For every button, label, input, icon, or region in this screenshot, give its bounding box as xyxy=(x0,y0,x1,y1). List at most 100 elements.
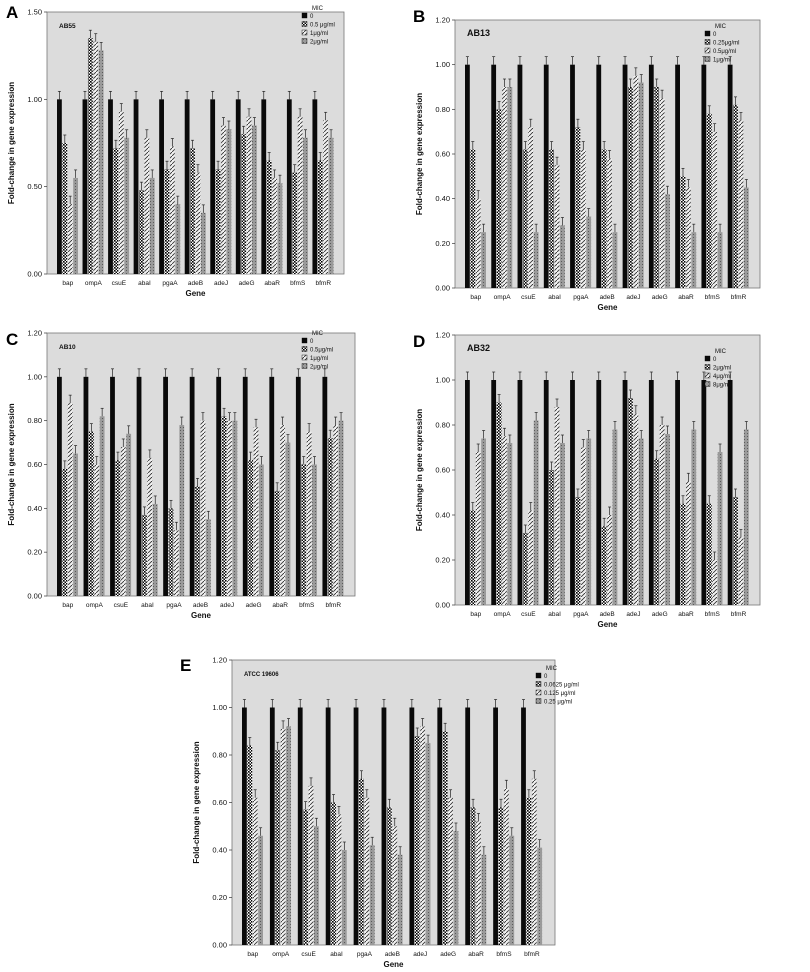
bar xyxy=(685,187,691,288)
bar xyxy=(680,503,686,605)
x-tick-label: abaI xyxy=(141,602,154,609)
legend-swatch xyxy=(301,38,308,44)
bar xyxy=(280,425,285,596)
bar xyxy=(168,508,174,596)
bar xyxy=(612,429,618,605)
bar xyxy=(248,460,254,596)
bar xyxy=(190,148,195,274)
y-axis-label: Fold-change in gene expression xyxy=(192,741,201,863)
bar xyxy=(481,854,487,945)
y-tick-label: 0.80 xyxy=(212,751,227,760)
x-tick-label: adeJ xyxy=(413,951,427,958)
strain-label: AB13 xyxy=(467,28,490,38)
bar xyxy=(164,169,170,274)
bar xyxy=(333,425,339,596)
bar xyxy=(628,87,633,288)
bar xyxy=(607,515,612,605)
bar xyxy=(475,452,481,605)
y-tick-label: 1.20 xyxy=(212,656,227,665)
y-tick-label: 0.40 xyxy=(27,504,42,513)
bar xyxy=(517,380,523,605)
bar xyxy=(82,99,88,274)
bar xyxy=(67,204,73,274)
bar xyxy=(448,797,453,945)
y-axis-label: Fold-change in gene expression xyxy=(7,403,16,525)
panel-letter: C xyxy=(6,330,18,349)
bar xyxy=(701,64,707,289)
strain-label: AB32 xyxy=(467,343,490,353)
x-tick-label: abaR xyxy=(678,294,694,301)
x-axis-label: Gene xyxy=(597,620,618,629)
bar xyxy=(83,376,89,596)
bar xyxy=(509,835,515,945)
x-tick-label: bfmS xyxy=(496,951,512,958)
bar xyxy=(297,116,303,274)
bar xyxy=(743,429,749,605)
bar xyxy=(253,427,259,596)
bar xyxy=(549,470,555,605)
bar xyxy=(638,438,644,605)
bar xyxy=(701,380,707,605)
y-tick-label: 1.00 xyxy=(27,372,42,381)
bar xyxy=(425,743,431,945)
bar xyxy=(727,64,733,289)
bar xyxy=(327,438,333,596)
bar xyxy=(554,165,560,288)
bar xyxy=(622,64,628,289)
bar xyxy=(328,137,334,274)
legend-title: MIC xyxy=(312,6,324,12)
bar xyxy=(496,402,502,605)
panel-letter: D xyxy=(413,332,425,351)
bar xyxy=(189,376,195,596)
y-tick-label: 0.80 xyxy=(435,105,450,114)
x-tick-label: adeJ xyxy=(220,602,234,609)
x-tick-label: adeB xyxy=(600,294,615,301)
legend-label: 0 xyxy=(713,357,717,363)
bar xyxy=(733,497,738,605)
bar xyxy=(303,137,308,274)
bar xyxy=(269,707,275,945)
x-tick-label: bfmR xyxy=(325,602,341,609)
x-tick-label: abaR xyxy=(264,280,280,287)
legend-label: 1μg/ml xyxy=(310,356,328,362)
y-tick-label: 0.20 xyxy=(212,893,227,902)
x-tick-label: csuE xyxy=(301,951,316,958)
legend-swatch xyxy=(301,21,308,27)
bar xyxy=(247,745,253,945)
legend-label: 2μg/ml xyxy=(310,365,328,371)
bar xyxy=(528,127,534,288)
legend-swatch xyxy=(704,381,711,387)
bar xyxy=(706,113,712,288)
bar xyxy=(312,464,317,596)
bar xyxy=(275,750,281,945)
x-tick-label: abaI xyxy=(548,611,561,618)
bar xyxy=(717,232,723,288)
bar xyxy=(159,99,164,274)
bar xyxy=(252,797,258,945)
bar xyxy=(465,707,471,945)
bar xyxy=(323,120,329,274)
bar xyxy=(113,148,119,274)
bar xyxy=(517,64,523,289)
bar xyxy=(659,425,665,605)
bar xyxy=(98,50,104,274)
bar xyxy=(675,380,680,605)
x-tick-label: bap xyxy=(470,294,481,301)
bar xyxy=(586,438,592,605)
bar xyxy=(336,814,342,945)
x-tick-label: csuE xyxy=(521,294,536,301)
bar xyxy=(120,446,126,596)
bar xyxy=(108,99,113,274)
legend-swatch xyxy=(301,12,308,19)
bar xyxy=(227,420,232,596)
legend-label: 1μg/ml xyxy=(713,58,731,64)
bar xyxy=(57,99,62,274)
bar xyxy=(533,232,539,288)
legend-label: 0.125 μg/ml xyxy=(544,691,575,697)
bar xyxy=(341,850,347,945)
bar xyxy=(235,99,241,274)
bar xyxy=(73,453,78,596)
bar xyxy=(241,134,247,274)
bar xyxy=(274,490,280,596)
x-tick-label: adeB xyxy=(385,951,400,958)
